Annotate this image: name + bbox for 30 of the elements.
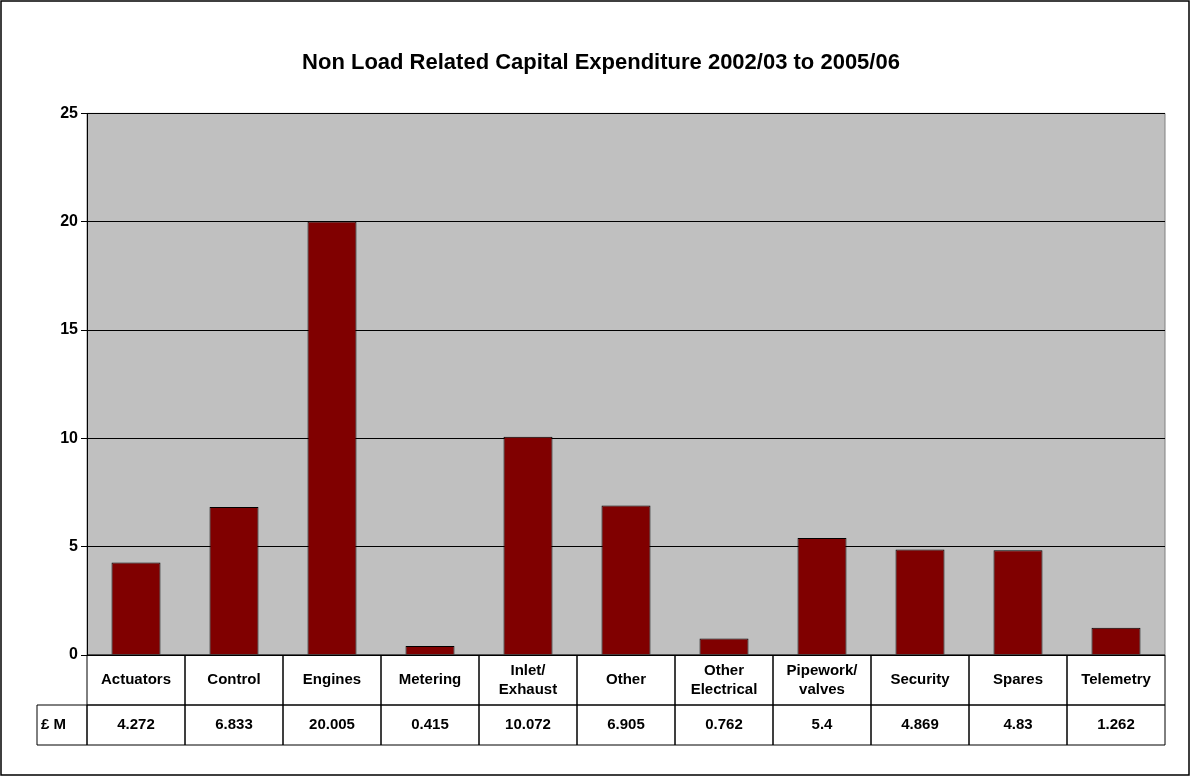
- data-label: 1.262: [1097, 715, 1135, 733]
- data-label: 20.005: [309, 715, 355, 733]
- data-label: 4.83: [1003, 715, 1033, 733]
- data-label: 4.272: [117, 715, 155, 733]
- data-label: 10.072: [505, 715, 551, 733]
- data-label: 0.415: [411, 715, 449, 733]
- x-tick-label: Security: [890, 670, 951, 688]
- x-tick-label: Actuators: [100, 670, 172, 688]
- x-tick-label: Control: [207, 670, 261, 688]
- data-label: 5.4: [811, 715, 834, 733]
- data-label: 6.833: [215, 715, 253, 733]
- chart-title: Non Load Related Capital Expenditure 2002/03 to 2005/06: [302, 49, 900, 75]
- x-tick-label: Other Electrical: [690, 660, 758, 697]
- y-tick-label: 10: [60, 428, 79, 446]
- data-label: 0.762: [705, 715, 743, 733]
- x-tick-label: Other: [605, 670, 647, 688]
- x-tick-label: Spares: [992, 670, 1044, 688]
- x-tick-label: Inlet/Exhaust: [498, 660, 558, 697]
- y-tick-label: 0: [69, 645, 79, 663]
- y-tick-label: 15: [60, 320, 79, 338]
- x-tick-label: Pipework/valves: [786, 660, 859, 697]
- data-label: 4.869: [901, 715, 939, 733]
- text: £ M: [41, 715, 67, 733]
- y-tick-label: 5: [69, 537, 79, 555]
- x-tick-label: Engines: [302, 670, 362, 688]
- x-tick-label: Metering: [398, 670, 462, 688]
- y-tick-label: 20: [60, 212, 79, 230]
- y-tick-label: 25: [60, 103, 79, 121]
- data-label: 6.905: [607, 715, 645, 733]
- x-tick-label: Telemetry: [1081, 670, 1152, 688]
